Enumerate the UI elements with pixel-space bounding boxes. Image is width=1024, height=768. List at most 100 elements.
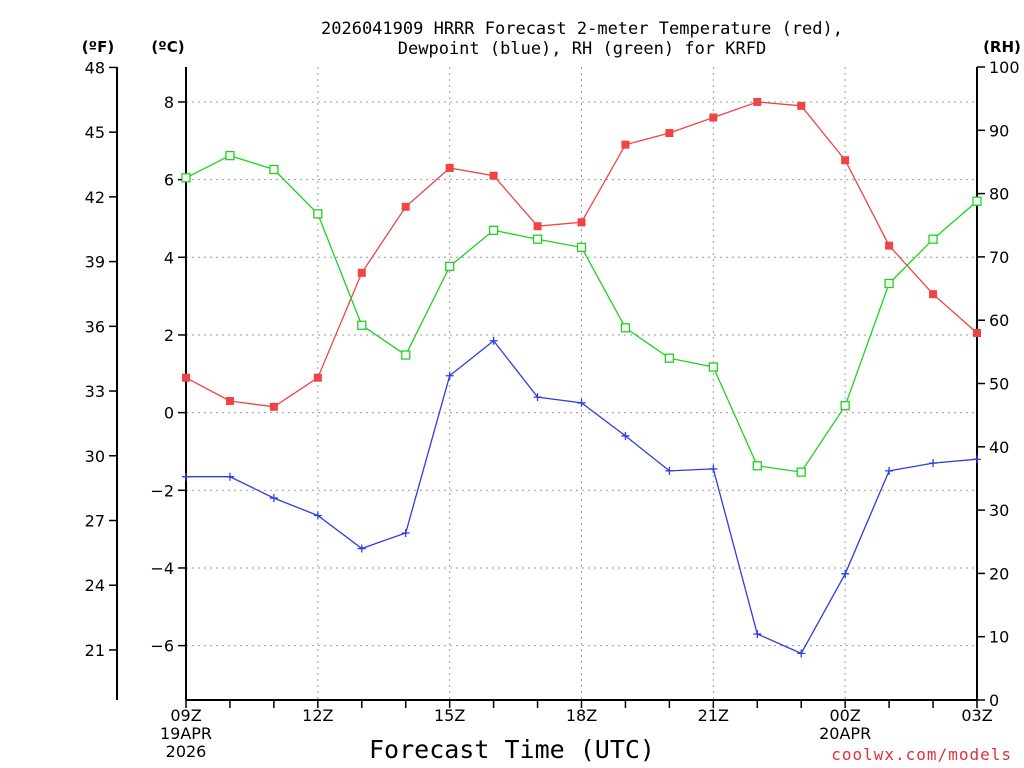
rh-point xyxy=(664,353,675,363)
fahrenheit-tick-label: 42 xyxy=(85,188,105,207)
rh-point xyxy=(840,401,850,411)
rh-point xyxy=(708,362,718,372)
temperature-point xyxy=(445,163,454,172)
temperature-point xyxy=(841,156,850,165)
rh-tick-label: 10 xyxy=(989,628,1009,647)
celsius-tick-label: −2 xyxy=(150,481,174,500)
grid-lines xyxy=(186,67,977,700)
temperature-point xyxy=(753,97,762,106)
rh-point xyxy=(620,323,631,333)
fahrenheit-unit-label: (ºF) xyxy=(82,38,114,56)
rh-point xyxy=(752,461,762,471)
rh-point xyxy=(225,150,235,161)
rh-point xyxy=(796,467,806,477)
fahrenheit-tick-label: 45 xyxy=(85,123,105,142)
temperature-point xyxy=(929,290,938,299)
x-tick-label: 09Z xyxy=(170,706,201,725)
dewpoint-point xyxy=(665,466,674,475)
x-tick-label: 00Z xyxy=(830,706,861,725)
fahrenheit-tick-label: 30 xyxy=(85,447,105,466)
dewpoint-point xyxy=(577,398,586,407)
fahrenheit-tick-label: 33 xyxy=(85,382,105,401)
dewpoint-point xyxy=(929,459,938,468)
celsius-tick-label: −6 xyxy=(150,637,174,656)
temperature-point xyxy=(797,101,806,110)
rh-point xyxy=(401,350,411,360)
fahrenheit-tick-label: 21 xyxy=(85,641,105,660)
fahrenheit-tick-label: 27 xyxy=(85,511,105,530)
fahrenheit-tick-label: 24 xyxy=(85,576,105,595)
rh-point xyxy=(928,234,938,244)
dewpoint-point xyxy=(313,511,322,520)
rh-point xyxy=(488,225,499,235)
dewpoint-point xyxy=(269,494,278,503)
celsius-tick-label: 0 xyxy=(164,404,174,423)
dewpoint-point xyxy=(753,629,762,638)
rh-tick-label: 100 xyxy=(989,58,1020,77)
rh-point xyxy=(532,234,543,244)
chart-title-line1: 2026041909 HRRR Forecast 2-meter Tempera… xyxy=(321,19,843,39)
temperature-point xyxy=(577,218,586,227)
dewpoint-point xyxy=(489,336,498,345)
rh-tick-label: 30 xyxy=(989,501,1009,520)
temperature-point xyxy=(269,402,278,411)
rh-point xyxy=(357,320,367,330)
x-axis-label: Forecast Time (UTC) xyxy=(369,735,655,764)
temperature-point xyxy=(533,222,542,231)
x-tick-label: 20APR xyxy=(819,724,871,743)
x-tick-label: 03Z xyxy=(961,706,992,725)
temperature-point xyxy=(973,329,981,338)
rh-tick-label: 50 xyxy=(989,375,1009,394)
fahrenheit-tick-label: 36 xyxy=(85,317,105,336)
temperature-point xyxy=(401,202,410,211)
temperature-point xyxy=(709,113,718,122)
celsius-tick-label: 4 xyxy=(164,248,174,267)
rh-point xyxy=(972,196,982,206)
temperature-point xyxy=(182,373,190,382)
x-tick-label: 12Z xyxy=(302,706,333,725)
temperature-point xyxy=(225,396,234,405)
temperature-point xyxy=(357,268,366,277)
dewpoint-point xyxy=(225,472,234,481)
data-series xyxy=(181,97,982,658)
temperature-point xyxy=(665,129,674,138)
dewpoint-point xyxy=(797,649,806,658)
temperature-point xyxy=(313,373,322,382)
dewpoint-point xyxy=(533,393,542,402)
dewpoint-point xyxy=(401,529,410,538)
rh-point xyxy=(884,278,894,289)
dewpoint-line xyxy=(186,339,978,655)
dewpoint-point xyxy=(841,569,850,578)
rh-point xyxy=(269,164,279,175)
x-tick-label: 21Z xyxy=(698,706,729,725)
rh-tick-label: 60 xyxy=(989,311,1009,330)
rh-tick-label: 0 xyxy=(989,691,999,710)
rh-point xyxy=(313,209,323,219)
rh-tick-label: 90 xyxy=(989,121,1009,140)
x-tick-label: 19APR xyxy=(160,724,212,743)
dewpoint-point xyxy=(621,431,630,440)
credit-text: coolwx.com/models xyxy=(831,745,1012,764)
rh-point xyxy=(576,242,587,253)
rh-tick-label: 40 xyxy=(989,438,1009,457)
dewpoint-point xyxy=(709,464,718,473)
dewpoint-point xyxy=(445,371,454,380)
axis-ticks: −6−4−20246821242730333639424548010203040… xyxy=(85,58,1020,761)
rh-tick-label: 70 xyxy=(989,248,1009,267)
temperature-point xyxy=(489,171,498,180)
rh-tick-label: 80 xyxy=(989,185,1009,204)
rh-unit-label: (RH) xyxy=(983,38,1021,56)
x-tick-label: 2026 xyxy=(166,742,207,761)
celsius-tick-label: −4 xyxy=(150,559,174,578)
dewpoint-point xyxy=(973,455,981,464)
fahrenheit-tick-label: 39 xyxy=(85,253,105,272)
celsius-unit-label: (ºC) xyxy=(151,38,184,56)
x-tick-label: 15Z xyxy=(434,706,465,725)
x-tick-label: 18Z xyxy=(566,706,597,725)
celsius-tick-label: 6 xyxy=(164,171,174,190)
fahrenheit-tick-label: 48 xyxy=(85,58,105,77)
temperature-point xyxy=(885,241,894,250)
rh-point xyxy=(445,261,455,272)
celsius-tick-label: 2 xyxy=(164,326,174,345)
celsius-tick-label: 8 xyxy=(164,93,174,112)
